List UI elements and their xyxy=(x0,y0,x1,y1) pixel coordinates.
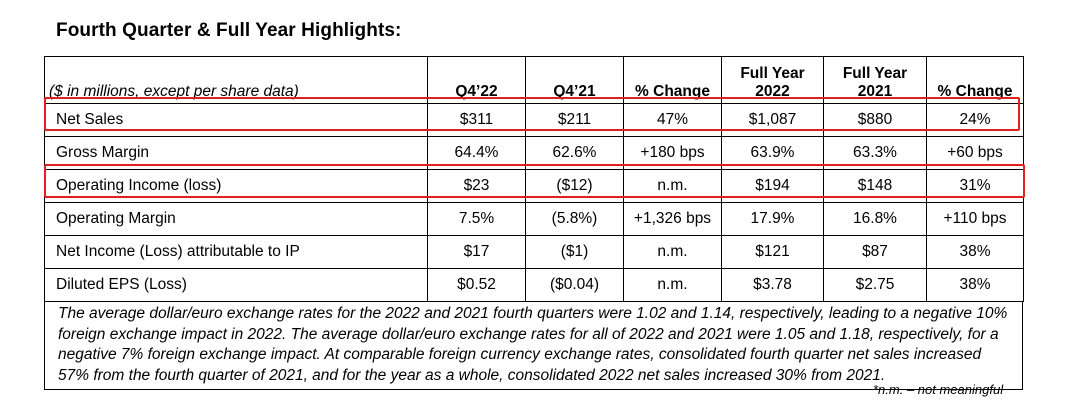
footnote: *n.m. – not meaningful xyxy=(873,382,1004,397)
row-label: Net Sales xyxy=(44,103,428,137)
highlights-table-container: ($ in millions, except per share data) Q… xyxy=(44,56,1024,390)
cell-value: 62.6% xyxy=(525,136,624,170)
page-title: Fourth Quarter & Full Year Highlights: xyxy=(56,20,402,41)
cell-value: +110 bps xyxy=(926,202,1024,236)
cell-value: $880 xyxy=(823,103,927,137)
cell-value: (5.8%) xyxy=(525,202,624,236)
table-row-net-sales: Net Sales $311 $211 47% $1,087 $880 24% xyxy=(44,103,1024,137)
cell-value: $211 xyxy=(525,103,624,137)
cell-value: +60 bps xyxy=(926,136,1024,170)
cell-value: $311 xyxy=(427,103,526,137)
cell-value: 63.3% xyxy=(823,136,927,170)
cell-value: 7.5% xyxy=(427,202,526,236)
table-row-operating-margin: Operating Margin 7.5% (5.8%) +1,326 bps … xyxy=(44,202,1024,236)
row-label: Diluted EPS (Loss) xyxy=(44,268,428,302)
cell-value: +180 bps xyxy=(623,136,722,170)
cell-value: ($12) xyxy=(525,169,624,203)
row-label: Gross Margin xyxy=(44,136,428,170)
cell-value: $121 xyxy=(721,235,824,269)
cell-value: n.m. xyxy=(623,235,722,269)
table-header-row: ($ in millions, except per share data) Q… xyxy=(44,56,1024,104)
cell-value: 16.8% xyxy=(823,202,927,236)
cell-value: 63.9% xyxy=(721,136,824,170)
row-label: Operating Income (loss) xyxy=(44,169,428,203)
cell-value: $0.52 xyxy=(427,268,526,302)
cell-value: $2.75 xyxy=(823,268,927,302)
row-label: Operating Margin xyxy=(44,202,428,236)
column-header-fy-2021: Full Year 2021 xyxy=(823,56,927,104)
column-header-q4-21: Q4’21 xyxy=(525,56,624,104)
cell-value: 47% xyxy=(623,103,722,137)
cell-value: 31% xyxy=(926,169,1024,203)
cell-value: n.m. xyxy=(623,268,722,302)
table-row-gross-margin: Gross Margin 64.4% 62.6% +180 bps 63.9% … xyxy=(44,136,1024,170)
cell-value: $87 xyxy=(823,235,927,269)
cell-value: $148 xyxy=(823,169,927,203)
highlights-table: ($ in millions, except per share data) Q… xyxy=(44,56,1024,302)
exchange-rate-note: The average dollar/euro exchange rates f… xyxy=(44,302,1023,390)
table-row-diluted-eps: Diluted EPS (Loss) $0.52 ($0.04) n.m. $3… xyxy=(44,268,1024,302)
cell-value: 24% xyxy=(926,103,1024,137)
units-note: ($ in millions, except per share data) xyxy=(44,56,428,104)
column-header-q4-22: Q4’22 xyxy=(427,56,526,104)
cell-value: ($1) xyxy=(525,235,624,269)
table-row-net-income: Net Income (Loss) attributable to IP $17… xyxy=(44,235,1024,269)
row-label: Net Income (Loss) attributable to IP xyxy=(44,235,428,269)
cell-value: $17 xyxy=(427,235,526,269)
cell-value: $1,087 xyxy=(721,103,824,137)
cell-value: n.m. xyxy=(623,169,722,203)
cell-value: 38% xyxy=(926,235,1024,269)
table-row-operating-income: Operating Income (loss) $23 ($12) n.m. $… xyxy=(44,169,1024,203)
cell-value: 17.9% xyxy=(721,202,824,236)
cell-value: ($0.04) xyxy=(525,268,624,302)
cell-value: $194 xyxy=(721,169,824,203)
cell-value: +1,326 bps xyxy=(623,202,722,236)
column-header-q-change: % Change xyxy=(623,56,722,104)
cell-value: 64.4% xyxy=(427,136,526,170)
cell-value: $23 xyxy=(427,169,526,203)
cell-value: $3.78 xyxy=(721,268,824,302)
cell-value: 38% xyxy=(926,268,1024,302)
column-header-fy-change: % Change xyxy=(926,56,1024,104)
column-header-fy-2022: Full Year 2022 xyxy=(721,56,824,104)
